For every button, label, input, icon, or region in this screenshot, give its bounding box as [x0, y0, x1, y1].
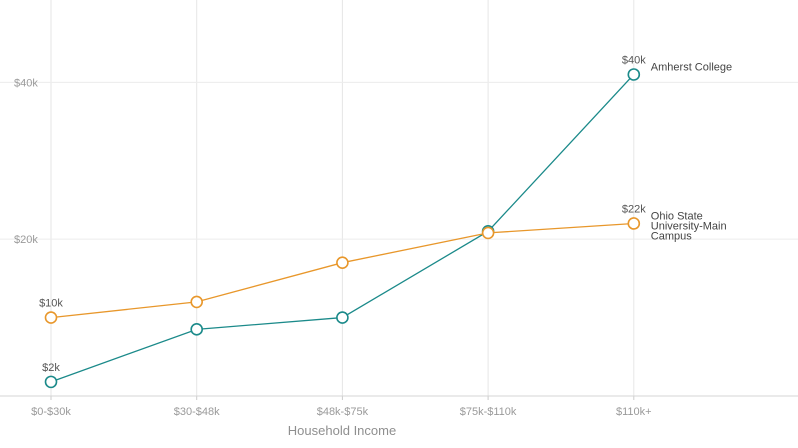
x-tick-label: $0-$30k: [31, 406, 71, 418]
series-name-label: Amherst College: [651, 61, 732, 73]
data-point: [481, 226, 495, 240]
data-point: [627, 217, 641, 230]
y-tick-label: $20k: [14, 234, 38, 246]
x-tick-label: $48k-$75k: [317, 406, 369, 418]
series-layer: $2k $40k Amherst College $10k $22k Ohio State…: [39, 54, 732, 389]
data-point: [190, 323, 203, 336]
x-tick-label: $75k-$110k: [460, 406, 517, 418]
x-tick-label: $110k+: [616, 406, 652, 418]
data-point: [44, 311, 58, 324]
data-label: $22k: [622, 203, 646, 215]
data-label: $40k: [622, 54, 646, 66]
data-point: [190, 295, 203, 309]
data-label: $2k: [42, 362, 60, 374]
x-tick-label: $30-$48k: [174, 406, 220, 418]
x-axis: $0-$30k $30-$48k $48k-$75k $75k-$110k $110k+…: [0, 77, 798, 418]
data-point: [44, 375, 58, 389]
data-point: [627, 68, 641, 81]
gridlines: [0, 0, 798, 396]
data-point: [336, 311, 349, 324]
data-point: [336, 256, 349, 269]
series-1: $10k $22k Ohio State University-Main Campus: [39, 203, 727, 324]
data-label: $10k: [39, 298, 63, 310]
series-name-label: Ohio State University-Main Campus: [651, 210, 727, 242]
y-tick-label: $40k: [14, 77, 38, 89]
x-axis-title: Household Income: [288, 423, 396, 438]
